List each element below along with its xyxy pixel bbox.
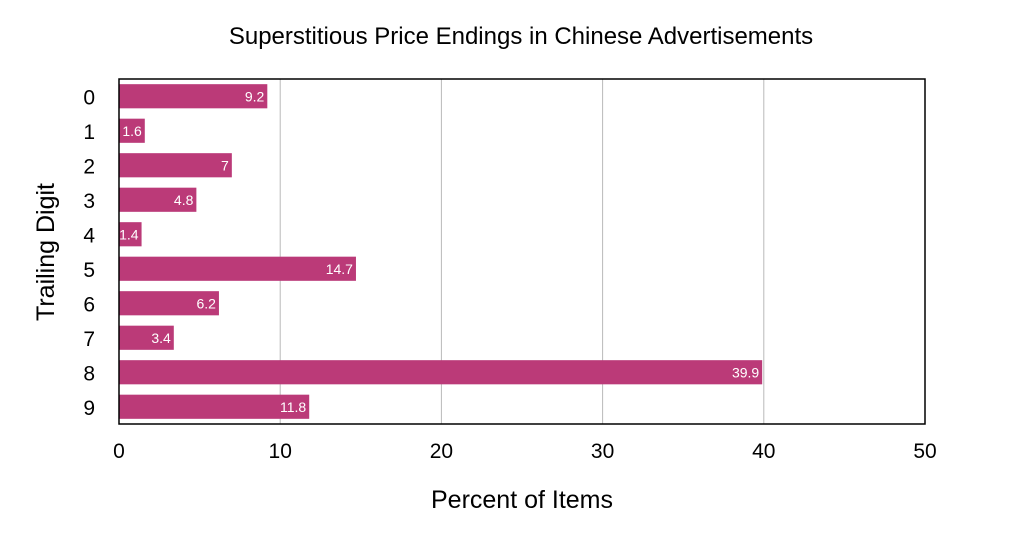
- bar-digit-3: [119, 187, 197, 212]
- x-tick-label-10: 10: [269, 440, 292, 463]
- x-tick-label-40: 40: [752, 440, 775, 463]
- data-label-digit-6: 6.2: [196, 295, 216, 311]
- x-tick-label-20: 20: [430, 440, 453, 463]
- x-tick-label-50: 50: [913, 440, 936, 463]
- y-tick-label-3: 3: [83, 190, 95, 213]
- bar-digit-8: [119, 360, 763, 385]
- bar-digit-5: [119, 256, 356, 281]
- chart-title: Superstitious Price Endings in Chinese A…: [229, 23, 813, 50]
- x-tick-label-0: 0: [113, 440, 125, 463]
- bar-digit-9: [119, 394, 310, 419]
- y-axis-label: Trailing Digit: [32, 183, 60, 321]
- bar-digit-6: [119, 291, 219, 316]
- plot-area-frame: [118, 78, 926, 425]
- bar-digit-4: [119, 222, 142, 247]
- data-label-digit-8: 39.9: [732, 364, 759, 380]
- data-label-digit-1: 1.6: [122, 123, 142, 139]
- data-label-digit-5: 14.7: [326, 261, 353, 277]
- y-tick-label-1: 1: [83, 121, 95, 144]
- x-tick-label-30: 30: [591, 440, 614, 463]
- data-label-digit-3: 4.8: [174, 192, 194, 208]
- y-tick-label-5: 5: [83, 259, 95, 282]
- data-label-digit-0: 9.2: [245, 88, 265, 104]
- bars: 9.2 1.6 7 4.8 1.4 14.7 6.2 3.4 39.9 11.8: [119, 84, 763, 419]
- bar-digit-7: [119, 325, 174, 350]
- data-label-digit-9: 11.8: [280, 399, 306, 415]
- bar-digit-0: [119, 84, 268, 109]
- y-tick-label-8: 8: [83, 362, 95, 385]
- y-tick-label-2: 2: [83, 155, 95, 178]
- y-tick-label-0: 0: [83, 86, 95, 109]
- data-label-digit-2: 7: [221, 157, 229, 173]
- y-tick-label-7: 7: [83, 328, 95, 351]
- y-axis-ticks: 0 1 2 3 4 5 6 7 8 9: [83, 86, 95, 420]
- y-tick-label-9: 9: [83, 397, 95, 420]
- x-axis-ticks: 0 10 20 30 40 50: [113, 440, 937, 463]
- data-label-digit-4: 1.4: [119, 226, 139, 242]
- bar-digit-2: [119, 153, 232, 178]
- data-label-digit-7: 3.4: [151, 330, 171, 346]
- bar-digit-1: [119, 118, 145, 143]
- y-tick-label-4: 4: [83, 224, 95, 247]
- y-tick-label-6: 6: [83, 293, 95, 316]
- x-axis-label: Percent of Items: [431, 486, 613, 514]
